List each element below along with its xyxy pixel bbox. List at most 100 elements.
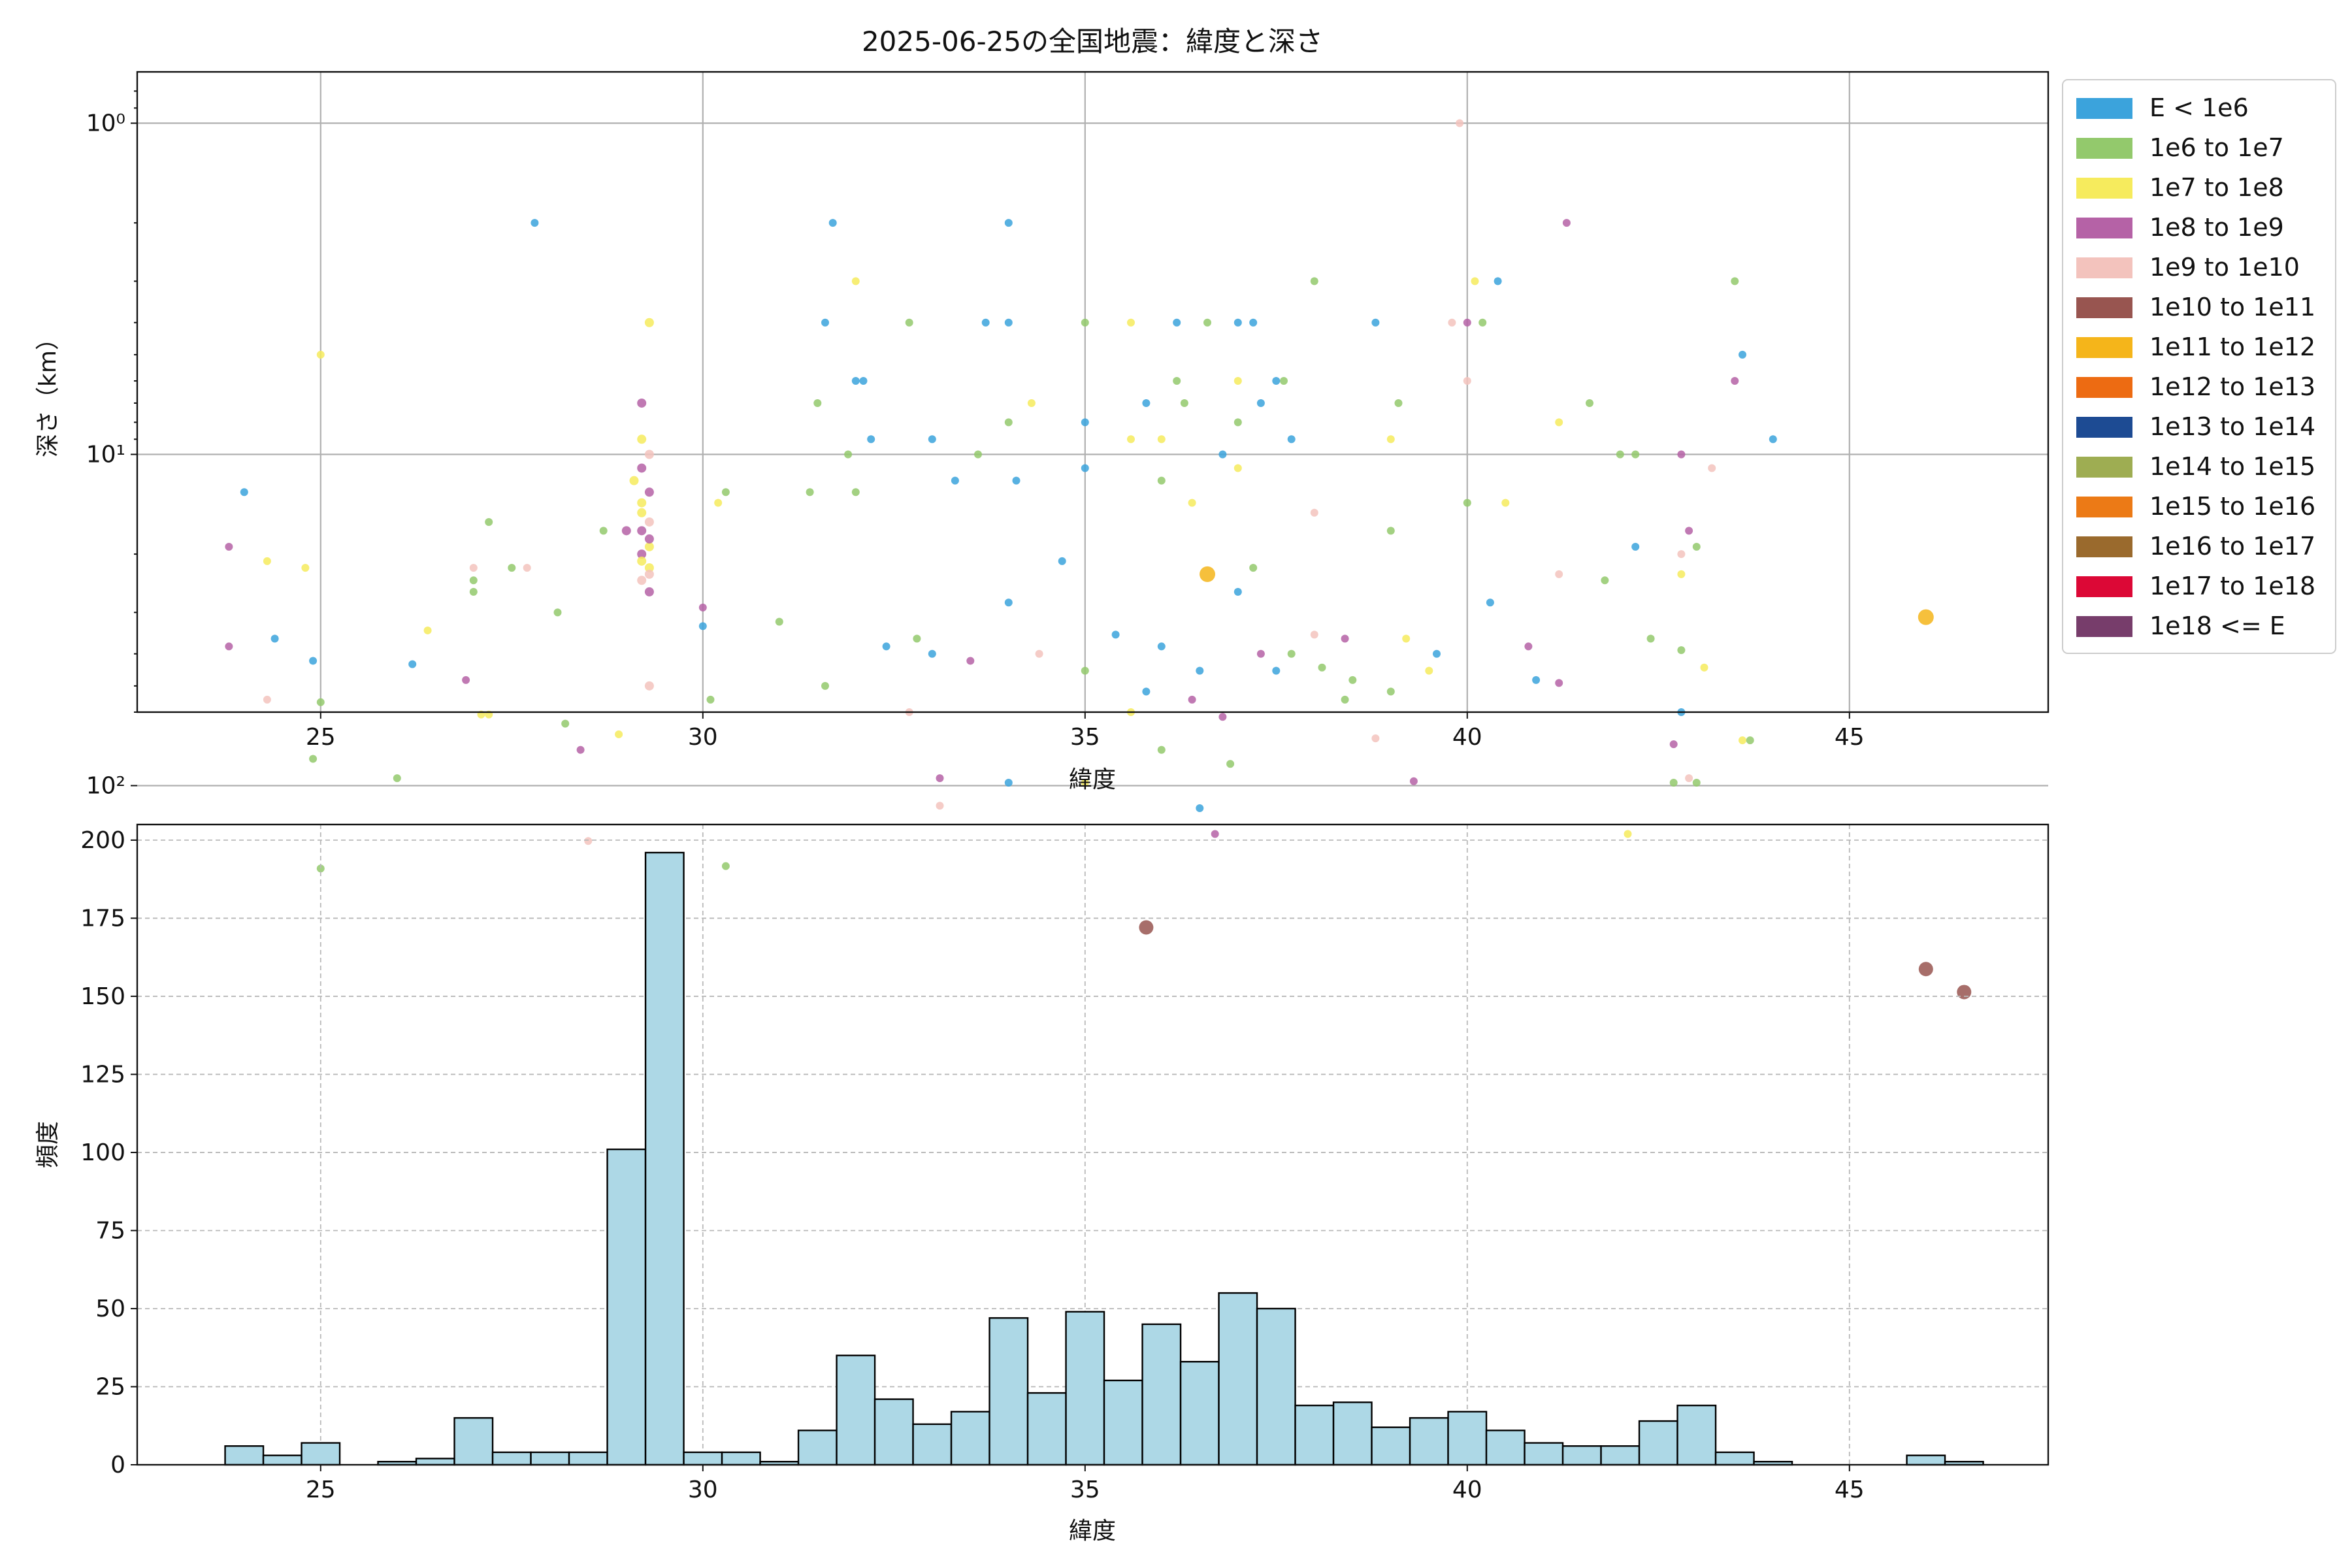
scatter-point — [621, 526, 631, 536]
histogram-x-tick-label: 30 — [688, 1477, 718, 1503]
scatter-point — [1226, 760, 1235, 768]
scatter-point — [1616, 450, 1624, 459]
scatter-point — [1341, 634, 1349, 643]
scatter-point — [1746, 736, 1754, 745]
scatter-point — [1004, 598, 1013, 607]
histogram-bar — [912, 1423, 953, 1466]
scatter-point — [928, 435, 936, 444]
scatter-x-axis: 25 30 35 40 45 — [306, 712, 1865, 751]
scatter-point — [698, 622, 707, 630]
scatter-point — [1233, 464, 1242, 472]
histogram-x-axis-label: 緯度 — [1069, 1518, 1116, 1544]
legend-label: 1e14 to 1e15 — [2149, 452, 2315, 481]
legend-swatch — [2076, 257, 2132, 278]
scatter-point — [1425, 666, 1433, 675]
scatter-points — [225, 119, 1972, 1000]
scatter-point — [859, 377, 868, 385]
legend-label: 1e10 to 1e11 — [2149, 293, 2315, 321]
scatter-point — [1631, 542, 1640, 551]
scatter-point — [1081, 666, 1089, 675]
histogram-bar — [1371, 1426, 1411, 1466]
histogram-bar — [606, 1148, 647, 1466]
scatter-point — [644, 563, 654, 573]
scatter-point — [1456, 119, 1464, 127]
scatter-point — [1700, 663, 1708, 672]
scatter-point — [508, 564, 516, 572]
histogram-bar — [224, 1445, 265, 1466]
histogram-bar — [1676, 1404, 1717, 1466]
histogram-y-tick-label: 150 — [80, 983, 125, 1010]
histogram-bar — [1179, 1361, 1220, 1466]
scatter-point — [1310, 508, 1318, 517]
scatter-point — [1058, 557, 1066, 565]
scatter-point — [1173, 318, 1181, 327]
scatter-x-tick-label: 35 — [1070, 724, 1100, 751]
legend: E < 1e6 1e6 to 1e7 1e7 to 1e8 1e8 to 1e9 1e9… — [2062, 79, 2336, 654]
scatter-point — [1081, 318, 1089, 327]
scatter-point — [637, 526, 647, 536]
histogram-bar — [1141, 1323, 1182, 1466]
scatter-point — [851, 277, 860, 286]
scatter-point — [599, 527, 608, 535]
scatter-point — [644, 449, 654, 459]
histogram-bar — [1714, 1451, 1755, 1466]
histogram-bar — [797, 1429, 838, 1466]
legend-swatch — [2076, 457, 2132, 478]
histogram-bar — [1218, 1292, 1258, 1466]
histogram-x-tick-label: 25 — [306, 1477, 336, 1503]
legend-swatch — [2076, 337, 2132, 358]
legend-swatch — [2076, 576, 2132, 597]
scatter-point — [1448, 318, 1456, 327]
scatter-point — [1677, 570, 1686, 578]
scatter-point — [1196, 666, 1204, 675]
scatter-point — [1463, 318, 1471, 327]
scatter-point — [1127, 318, 1135, 327]
scatter-point — [1157, 476, 1166, 485]
scatter-point — [821, 318, 829, 327]
scatter-point — [1669, 779, 1678, 787]
scatter-point — [1272, 666, 1281, 675]
scatter-point — [408, 660, 417, 668]
scatter-point — [1127, 435, 1135, 444]
scatter-point — [561, 719, 570, 728]
histogram: 25 30 35 40 45 0 25 50 75 100 125 150 175 200 緯度 頻度 — [35, 823, 2050, 1544]
scatter-point — [644, 587, 654, 596]
scatter-point — [637, 556, 647, 566]
histogram-bar — [721, 1451, 761, 1466]
scatter-point — [1196, 804, 1204, 813]
scatter-point — [1739, 736, 1746, 745]
scatter-point — [1524, 642, 1533, 651]
legend-frame — [2062, 79, 2336, 654]
scatter-axes-frame — [136, 71, 2050, 713]
scatter-point — [1027, 399, 1036, 407]
scatter-point — [1233, 318, 1242, 327]
scatter-point — [1081, 464, 1089, 472]
scatter-point — [469, 587, 478, 596]
histogram-y-tick-label: 100 — [80, 1139, 125, 1166]
histogram-y-tick-label: 50 — [95, 1296, 125, 1322]
scatter-point — [1200, 566, 1215, 582]
scatter-point — [1769, 435, 1777, 444]
scatter-point — [1386, 435, 1395, 444]
scatter-point — [721, 862, 730, 870]
scatter-point — [1386, 527, 1395, 535]
legend-label: 1e13 to 1e14 — [2149, 412, 2315, 441]
scatter-point — [1111, 630, 1120, 639]
histogram-bar — [1600, 1445, 1641, 1466]
scatter-point — [1669, 740, 1678, 749]
scatter-point — [1624, 830, 1632, 838]
scatter-point — [316, 864, 325, 873]
scatter-point — [1004, 418, 1013, 427]
scatter-x-axis-label: 緯度 — [1069, 766, 1116, 793]
scatter-point — [1631, 450, 1640, 459]
scatter-point — [644, 569, 654, 579]
scatter-point — [1318, 663, 1326, 672]
scatter-point — [531, 219, 539, 227]
scatter-point — [637, 463, 647, 473]
scatter-point — [1348, 676, 1357, 684]
scatter-point — [1157, 642, 1166, 651]
scatter-point — [637, 549, 647, 559]
legend-swatch — [2076, 616, 2132, 637]
scatter-point — [1685, 774, 1693, 783]
